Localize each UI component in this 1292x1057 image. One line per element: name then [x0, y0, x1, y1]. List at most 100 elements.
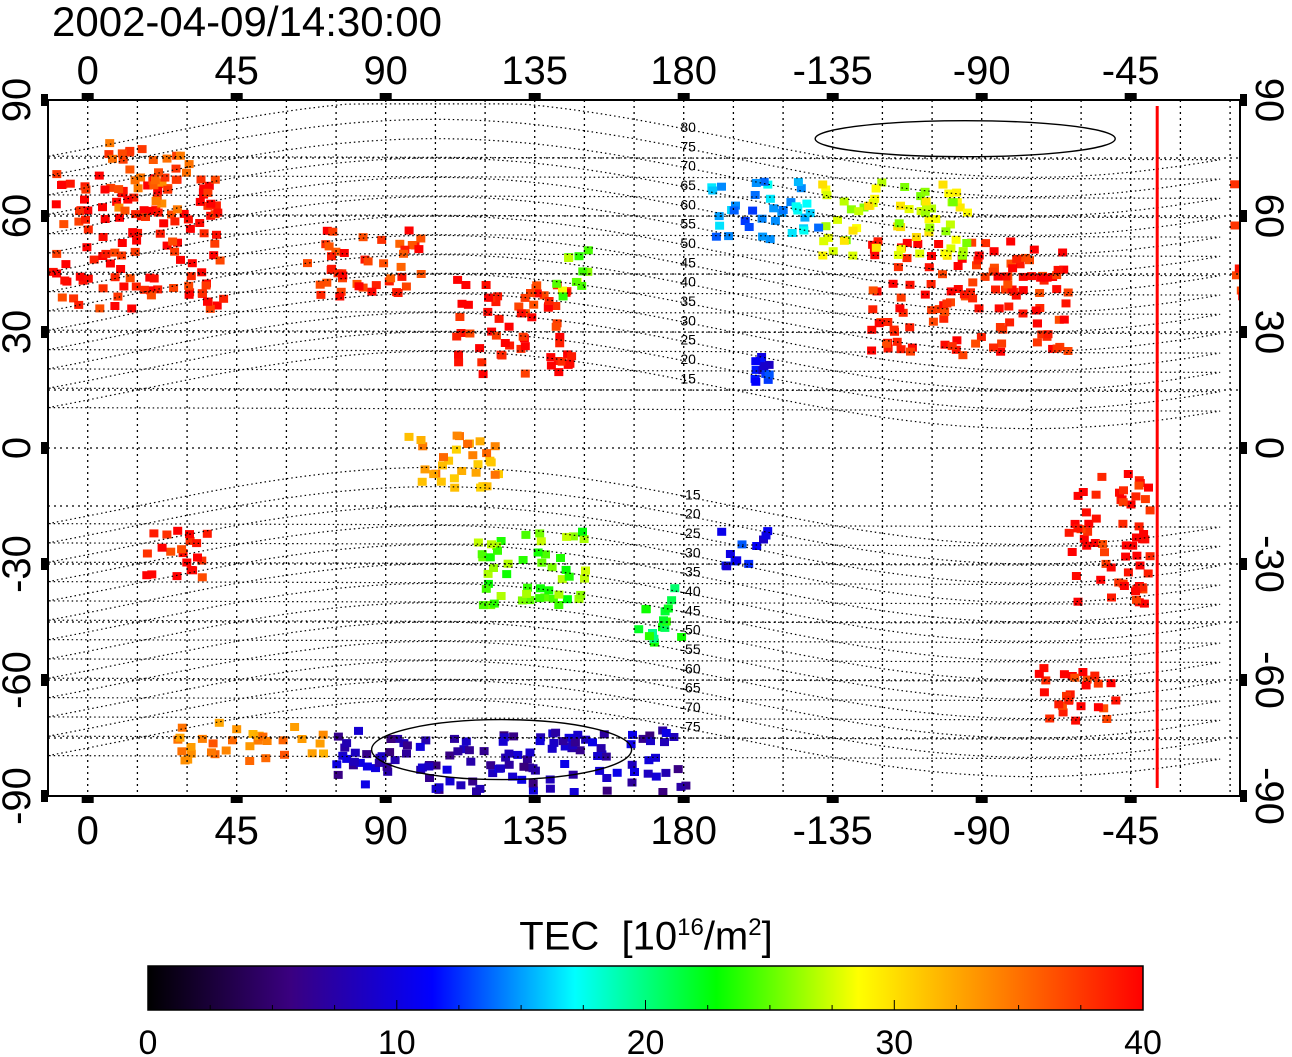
tec-pixel	[974, 251, 984, 260]
bottom-tick	[81, 796, 94, 803]
contour-pole-north	[814, 119, 1116, 158]
tec-pixel	[130, 247, 140, 256]
tec-pixel	[545, 784, 555, 793]
tec-pixel	[171, 164, 181, 173]
tec-pixel	[544, 297, 554, 305]
tec-pixel	[350, 748, 360, 757]
tec-pixel	[669, 733, 679, 741]
tec-pixel	[924, 215, 934, 224]
tec-pixel	[883, 318, 893, 326]
contour-line	[47, 254, 1221, 333]
tec-pixel	[905, 323, 915, 332]
bottom-tick	[379, 796, 392, 803]
tec-pixel	[555, 339, 565, 348]
tec-pixel	[1119, 582, 1129, 590]
tec-pixel	[925, 223, 935, 232]
tec-pixel	[245, 757, 255, 765]
contour-line	[47, 196, 1221, 275]
tec-pixel	[322, 278, 332, 287]
tec-pixel	[588, 738, 597, 747]
tec-pixel	[117, 149, 127, 158]
lat-tick-label-right: 30	[1247, 310, 1291, 355]
tec-pixel	[52, 170, 62, 179]
tec-pixel	[645, 731, 655, 740]
tec-pixel	[491, 331, 501, 340]
tec-pixel	[896, 345, 906, 354]
tec-pixel	[764, 370, 774, 379]
tec-pixel	[1039, 688, 1049, 697]
colorbar-tick-label: 10	[378, 1024, 416, 1057]
tec-pixel	[921, 197, 931, 206]
tec-pixel	[660, 738, 669, 747]
tec-pixel	[751, 357, 761, 366]
magnetic-latitude-contours: 80 75 70 65 60 55 50 45 40 35 30 25 20 15 -15 -20 -25 -30…	[47, 103, 1221, 781]
tec-pixel	[355, 758, 365, 767]
tec-pixel	[677, 633, 687, 641]
tec-pixel	[496, 537, 506, 545]
tec-pixel	[478, 370, 488, 379]
tec-pixel	[955, 203, 965, 212]
tec-pixel	[1037, 330, 1047, 339]
tec-pixel	[906, 347, 915, 356]
tec-pixel	[110, 302, 120, 310]
tec-pixel	[1134, 481, 1144, 490]
tec-pixel	[486, 458, 496, 467]
tec-pixel	[759, 362, 769, 371]
tec-pixel	[871, 243, 881, 252]
tec-pixel	[952, 188, 962, 197]
tec-pixel	[129, 193, 139, 202]
tec-pixel	[147, 206, 157, 215]
tec-pixel	[439, 453, 448, 462]
tec-pixel	[142, 571, 152, 580]
tec-pixel	[1059, 265, 1069, 274]
tec-pixel	[195, 197, 205, 206]
tec-pixel	[994, 304, 1004, 313]
lat-tick-label-right: -30	[1247, 535, 1291, 593]
tec-pixel	[74, 217, 84, 226]
tec-pixel	[554, 368, 564, 377]
tec-pixel	[399, 249, 408, 258]
tec-pixel	[132, 236, 142, 245]
tec-pixel	[472, 787, 481, 796]
tec-pixel	[757, 214, 767, 223]
tec-pixel	[514, 302, 524, 311]
tec-pixel	[303, 259, 312, 268]
tec-pixel	[800, 213, 810, 222]
tec-pixel	[177, 747, 187, 756]
contour-label: -65	[680, 680, 700, 696]
left-tick	[41, 790, 48, 802]
contour-line	[47, 602, 1221, 681]
tec-pixel	[170, 247, 180, 256]
tec-pixel	[106, 183, 116, 192]
tec-pixel	[558, 292, 568, 301]
tec-pixel	[402, 749, 411, 758]
tec-pixel	[941, 227, 951, 236]
contour-line	[47, 176, 1221, 256]
tec-pixel	[442, 765, 452, 774]
tec-pixel	[526, 289, 535, 297]
tec-pixel	[150, 176, 160, 185]
tec-pixel	[1018, 272, 1028, 281]
tec-pixel	[634, 625, 644, 634]
tec-pixel	[374, 758, 384, 767]
tec-pixel	[536, 537, 546, 546]
tec-pixel	[931, 215, 941, 223]
contour-label: -25	[680, 525, 700, 541]
tec-pixel	[379, 259, 389, 268]
tec-pixel	[490, 470, 500, 479]
tec-pixel	[1119, 486, 1128, 495]
tec-pixel	[893, 263, 903, 272]
lat-tick-label-left: 90	[0, 78, 39, 123]
contour-line	[47, 621, 1221, 700]
tec-pixel	[416, 234, 426, 243]
tec-pixel	[846, 205, 856, 214]
tec-pixel	[75, 207, 84, 216]
tec-pixel	[481, 584, 491, 593]
tec-pixel	[199, 229, 209, 238]
tec-pixel	[535, 529, 545, 538]
tec-pixel	[485, 553, 495, 562]
tec-pixel	[729, 206, 739, 215]
tec-region-east-asia	[452, 275, 577, 379]
lon-tick-label-top: -135	[793, 49, 873, 93]
tec-pixel	[360, 780, 370, 789]
